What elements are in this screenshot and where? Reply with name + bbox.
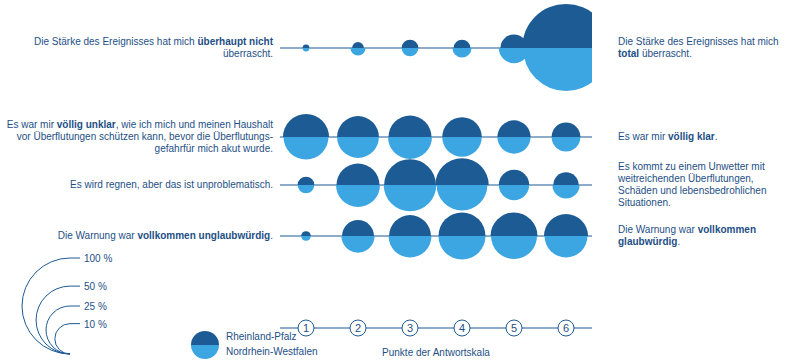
svg-text:10 %: 10 % bbox=[84, 319, 107, 330]
html-text:total überrascht.: total überrascht. bbox=[618, 48, 692, 59]
svg-text:Punkte der Antwortskala: Punkte der Antwortskala bbox=[382, 347, 490, 358]
svg-text:1: 1 bbox=[303, 322, 309, 334]
svg-text:25 %: 25 % bbox=[84, 301, 107, 312]
html-text:Die Warnung war vollkommen gla: Die Warnung war vollkommen glaubwürdig. bbox=[618, 224, 756, 247]
svg-text:50 %: 50 % bbox=[84, 281, 107, 292]
svg-text:6: 6 bbox=[563, 322, 569, 334]
svg-text:100 %: 100 % bbox=[84, 253, 112, 264]
svg-text:Nordrhein-Westfalen: Nordrhein-Westfalen bbox=[226, 346, 318, 357]
html-text:Die Stärke des Ereignisses hat: Die Stärke des Ereignisses hat mich über… bbox=[34, 36, 273, 47]
svg-text:4: 4 bbox=[459, 322, 465, 334]
svg-text:Rheinland-Pfalz: Rheinland-Pfalz bbox=[226, 331, 297, 342]
html-text:Es war mir völlig unklar, wie: Es war mir völlig unklar, wie ich mich u… bbox=[6, 119, 273, 154]
html-text:Es wird regnen, aber das ist u: Es wird regnen, aber das ist unproblemat… bbox=[70, 179, 273, 190]
svg-text:3: 3 bbox=[407, 322, 413, 334]
html-text:Die Stärke des Ereignisses hat: Die Stärke des Ereignisses hat mich bbox=[618, 36, 779, 47]
html-text:Es kommt zu einem Unwetter mit: Es kommt zu einem Unwetter mit weitreich… bbox=[618, 161, 767, 208]
html-text:Die Warnung war vollkommen ung: Die Warnung war vollkommen unglaubwürdig… bbox=[57, 230, 273, 241]
html-text:überrascht.: überrascht. bbox=[223, 48, 273, 59]
html-text:Es war mir völlig klar.: Es war mir völlig klar. bbox=[618, 131, 718, 142]
svg-text:5: 5 bbox=[511, 322, 517, 334]
svg-text:2: 2 bbox=[355, 322, 361, 334]
